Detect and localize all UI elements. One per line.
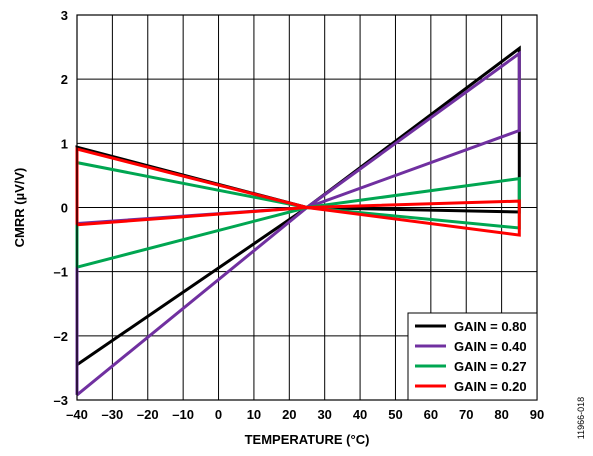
y-tick-label: 1 <box>61 136 68 151</box>
legend-label: GAIN = 0.20 <box>454 379 527 394</box>
y-tick-label: 3 <box>61 8 68 23</box>
x-tick-label: 90 <box>530 407 544 422</box>
x-tick-label: –20 <box>137 407 159 422</box>
legend: GAIN = 0.80 GAIN = 0.40 GAIN = 0.27 GAIN = … <box>408 313 537 400</box>
legend-label: GAIN = 0.40 <box>454 339 527 354</box>
y-tick-label: 2 <box>61 72 68 87</box>
x-tick-label: 10 <box>247 407 261 422</box>
y-tick-label: –3 <box>54 393 68 408</box>
y-axis-label: CMRR (µV/V) <box>12 168 27 248</box>
x-tick-label: 0 <box>215 407 222 422</box>
x-tick-label: –40 <box>66 407 88 422</box>
x-axis-label: TEMPERATURE (°C) <box>245 432 370 447</box>
x-tick-label: 60 <box>424 407 438 422</box>
x-tick-label: –10 <box>172 407 194 422</box>
x-tick-label: 40 <box>353 407 367 422</box>
legend-label: GAIN = 0.80 <box>454 319 527 334</box>
x-tick-label: 50 <box>388 407 402 422</box>
x-tick-labels: –40 –30 –20 –10 0 10 20 30 40 50 60 70 80 90 <box>66 407 544 422</box>
y-tick-label: –2 <box>54 329 68 344</box>
x-tick-label: 20 <box>282 407 296 422</box>
y-tick-label: 0 <box>61 201 68 216</box>
y-tick-label: –1 <box>54 265 68 280</box>
x-tick-label: 30 <box>317 407 331 422</box>
y-tick-labels: –3 –2 –1 0 1 2 3 <box>54 8 68 408</box>
x-tick-label: 80 <box>494 407 508 422</box>
x-tick-label: 70 <box>459 407 473 422</box>
x-tick-label: –30 <box>102 407 124 422</box>
figure-id: 11966-018 <box>576 397 586 439</box>
legend-label: GAIN = 0.27 <box>454 359 527 374</box>
